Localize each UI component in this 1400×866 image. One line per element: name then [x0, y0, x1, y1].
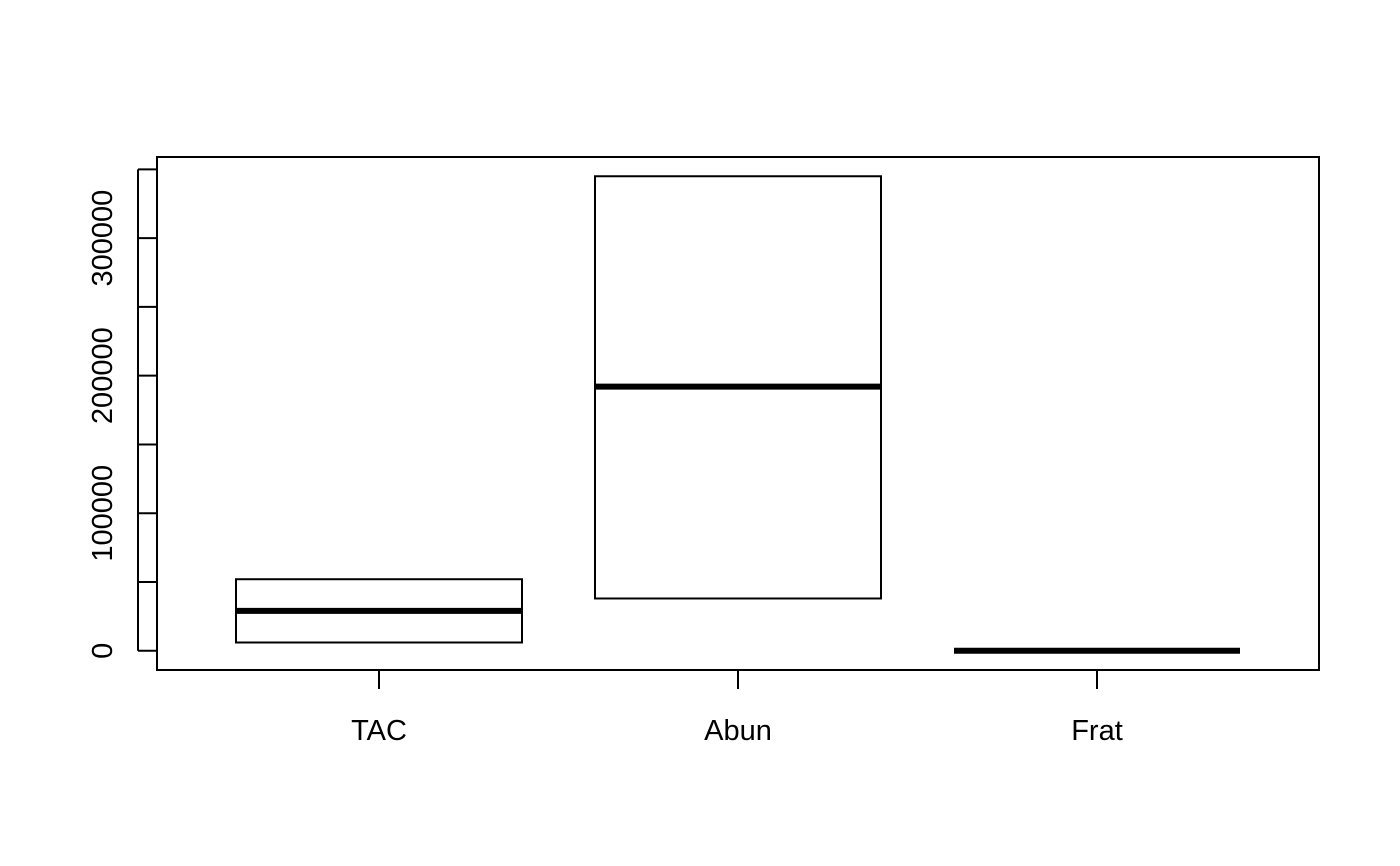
- x-tick-label: TAC: [351, 715, 407, 747]
- y-tick-label: 300000: [87, 190, 119, 287]
- y-axis: 0 100000 200000 300000: [87, 168, 157, 659]
- x-axis: TAC Abun Frat: [351, 670, 1123, 747]
- y-tick-label: 200000: [87, 327, 119, 424]
- boxes: [235, 175, 1240, 654]
- box-tac: [235, 578, 523, 644]
- x-tick-label: Frat: [1071, 715, 1123, 747]
- y-tick-label: 100000: [87, 465, 119, 562]
- y-tick-label: 0: [87, 643, 119, 659]
- x-tick-label: Abun: [704, 715, 772, 747]
- box-abun: [594, 175, 882, 600]
